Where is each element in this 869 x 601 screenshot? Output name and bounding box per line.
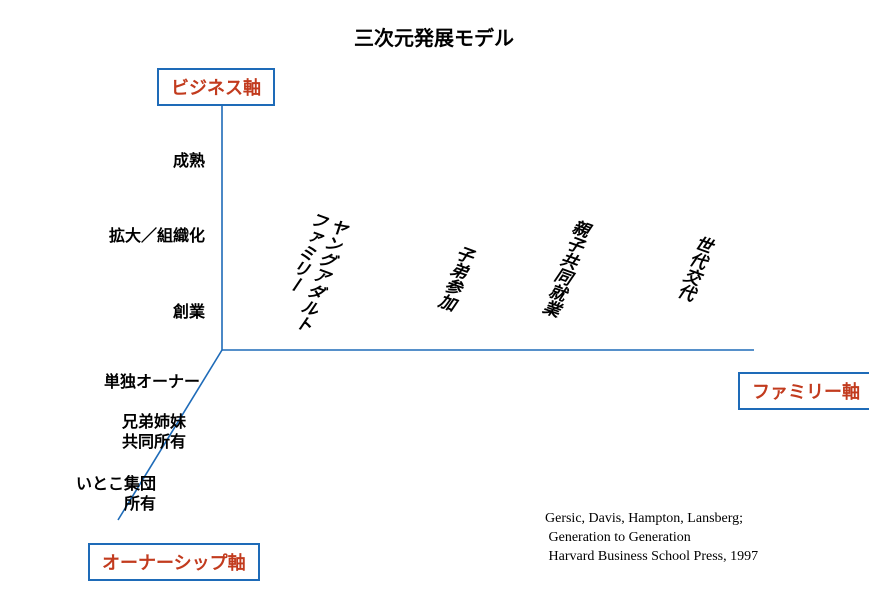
business-tick-0: 成熟 <box>65 147 205 171</box>
axis-ownership-box: オーナーシップ軸 <box>88 543 260 581</box>
citation-text: Gersic, Davis, Hampton, Lansberg; Genera… <box>545 510 758 567</box>
family-tick-3: 世代交代 <box>672 232 715 303</box>
business-tick-2: 創業 <box>65 298 205 322</box>
ownership-tick-1b: 共同所有 <box>26 428 186 452</box>
family-tick-2: 親子共同就業 <box>537 216 592 319</box>
ownership-tick-0: 単独オーナー <box>40 368 200 392</box>
family-tick-1: 子弟参加 <box>433 242 476 313</box>
diagram-root: { "canvas": { "width": 869, "height": 60… <box>0 0 869 601</box>
family-tick-line: 子弟参加 <box>433 242 476 313</box>
axis-family-box: ファミリー軸 <box>738 372 869 410</box>
axis-business-box: ビジネス軸 <box>157 68 275 106</box>
family-tick-line: 親子共同就業 <box>537 216 592 319</box>
diagram-title: 三次元発展モデル <box>314 22 554 51</box>
business-tick-1: 拡大／組織化 <box>65 222 205 246</box>
family-tick-line: 世代交代 <box>672 232 715 303</box>
ownership-tick-2b: 所有 <box>0 490 156 514</box>
family-tick-0: ヤングアダルトファミリー <box>269 208 350 334</box>
